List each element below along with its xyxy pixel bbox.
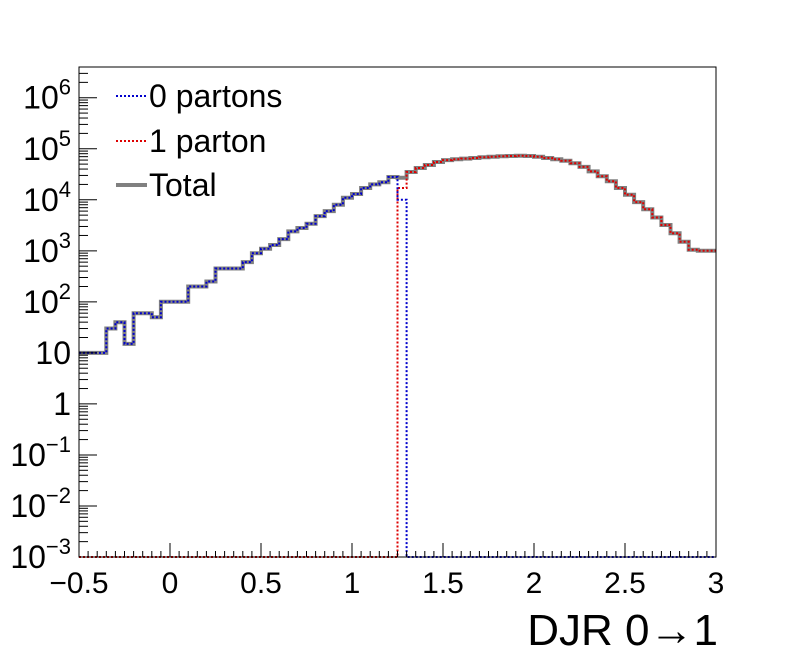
- legend-label: Total: [149, 167, 217, 203]
- x-axis-title: DJR 0→1: [527, 606, 718, 655]
- y-tick-label: 105: [23, 126, 71, 167]
- x-tick-label: 1: [344, 567, 361, 600]
- x-tick-label: 0: [162, 567, 179, 600]
- x-tick-label: 2.5: [604, 567, 646, 600]
- legend-label: 1 parton: [149, 123, 266, 159]
- y-tick-label: 102: [23, 279, 71, 320]
- legend: 0 partons 1 parton Total: [116, 78, 282, 203]
- y-axis: 10−3 10−2 10−1 1 10 102 103 104 105 106: [10, 66, 97, 575]
- y-tick-label: 1: [53, 386, 71, 422]
- legend-label: 0 partons: [149, 78, 282, 114]
- y-tick-label: 10: [35, 335, 71, 371]
- y-tick-label: 104: [23, 177, 71, 218]
- y-tick-label: 10−2: [10, 483, 71, 524]
- y-tick-label: 10−1: [10, 432, 71, 473]
- x-axis: −0.5 0 0.5 1 1.5 2 2.5 3: [49, 543, 724, 600]
- y-tick-label: 103: [23, 228, 71, 269]
- x-tick-label: 0.5: [240, 567, 282, 600]
- x-tick-label: −0.5: [49, 567, 108, 600]
- y-tick-label: 10−3: [10, 534, 71, 575]
- x-tick-label: 2: [526, 567, 543, 600]
- y-tick-label: 106: [23, 75, 71, 116]
- series-line-0-partons: [79, 176, 716, 558]
- x-tick-label: 1.5: [422, 567, 464, 600]
- x-tick-label: 3: [708, 567, 725, 600]
